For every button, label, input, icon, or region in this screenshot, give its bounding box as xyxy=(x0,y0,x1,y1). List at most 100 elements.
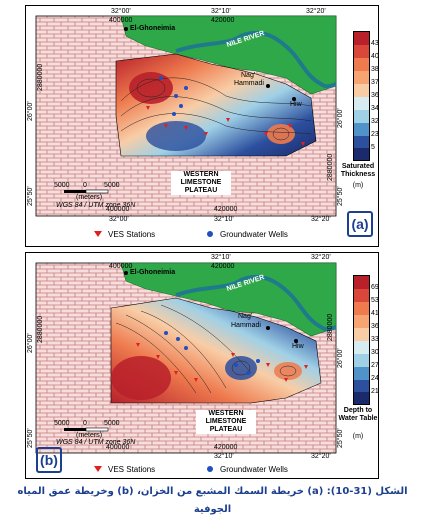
colorbar-a-label: 32 xyxy=(371,118,379,125)
colorbar-a-label: 34 xyxy=(371,105,379,112)
colorbar-b-label: 21 xyxy=(371,388,379,395)
map-panel-a: 32°00' 32°10' 32°20' 400000 420000 26°00… xyxy=(25,5,379,247)
saturated-thickness-map xyxy=(35,15,337,217)
cultivated-land xyxy=(120,262,337,337)
depth-to-water-map xyxy=(35,262,337,454)
projection-label: WGS 84 / UTM zone 36N xyxy=(56,439,136,446)
colorbar-a-label: 37 xyxy=(371,79,379,86)
bottom-utm-1: 400000 xyxy=(106,206,130,213)
left-lat-2: 25°50' xyxy=(27,186,34,206)
scale-bar xyxy=(64,189,109,194)
colorbar-a-label: 36 xyxy=(371,92,379,99)
top-tick-2: 32°10' xyxy=(211,8,231,15)
top-utm-2: 420000 xyxy=(211,17,235,24)
scale-unit: (meters) xyxy=(76,432,103,439)
plateau-line-1: WESTERN xyxy=(183,171,219,178)
town-marker-elghoneimia xyxy=(124,271,128,275)
colorbar-a-swatch xyxy=(354,123,369,136)
right-utm-1: 2880000 xyxy=(327,313,334,341)
scale-label-1: 5000 xyxy=(54,182,70,189)
colorbar-b-label: 30 xyxy=(371,349,379,356)
colorbar-a-swatch xyxy=(354,97,369,110)
left-lat-1: 26°00' xyxy=(27,101,34,121)
top-utm-1: 400000 xyxy=(109,263,133,270)
colorbar-b-label: 36 xyxy=(371,323,379,330)
colorbar-b-unit: (m) xyxy=(352,433,364,440)
groundwater-wells xyxy=(159,76,188,116)
bottom-tick-1: 32°00' xyxy=(109,216,129,223)
shallow-water-zone xyxy=(225,356,257,380)
plateau-line-2: LIMESTONE xyxy=(205,418,247,425)
colorbar-a-label: 5 xyxy=(371,144,375,151)
scale-label-2: 0 xyxy=(83,182,87,189)
bottom-tick-2: 32°20' xyxy=(311,453,331,460)
colorbar-b-swatch xyxy=(354,392,369,404)
place-naghammadi-2: Hammadi xyxy=(231,322,261,329)
right-lat-1: 26°00' xyxy=(337,108,344,128)
scale-label-1: 5000 xyxy=(54,420,70,427)
top-utm-2: 420000 xyxy=(211,263,235,270)
colorbar-a-label: 43 xyxy=(371,40,379,47)
colorbar-b xyxy=(353,275,370,405)
colorbar-a-title: Saturated Thickness xyxy=(340,163,376,178)
colorbar-a-swatch xyxy=(354,110,369,123)
top-tick-1: 32°10' xyxy=(211,254,231,261)
place-elghoneimia: El-Ghoneimia xyxy=(130,25,176,32)
place-hiw: Hiw xyxy=(290,101,302,108)
ves-legend-icon xyxy=(94,466,102,472)
colorbar-b-swatch xyxy=(354,341,369,354)
place-hiw: Hiw xyxy=(292,343,304,350)
place-elghoneimia: El-Ghoneimia xyxy=(130,269,176,276)
figure-caption-line-2: الجوفية xyxy=(193,504,232,515)
plateau-line-3: PLATEAU xyxy=(209,426,243,433)
colorbar-b-swatch xyxy=(354,354,369,367)
place-naghammadi-2: Hammadi xyxy=(234,80,264,87)
top-tick-2: 32°20' xyxy=(311,254,331,261)
projection-label: WGS 84 / UTM zone 36N xyxy=(56,202,136,209)
colorbar-b-swatch xyxy=(354,367,369,380)
colorbar-b-swatch xyxy=(354,289,369,302)
place-naghammadi-1: Nag' xyxy=(238,313,253,320)
ves-legend-icon xyxy=(94,231,102,237)
scale-unit: (meters) xyxy=(76,194,103,201)
town-marker-hiw xyxy=(292,97,296,101)
plateau-line-2: LIMESTONE xyxy=(180,179,222,186)
colorbar-a-label: 38 xyxy=(371,66,379,73)
panel-letter-a: (a) xyxy=(347,211,373,237)
high-thickness-zone-east xyxy=(267,124,295,144)
left-lat-2: 25°50' xyxy=(27,428,34,448)
legend-ves-label: VES Stations xyxy=(108,230,156,239)
ves-stations xyxy=(146,106,305,146)
town-marker-hiw xyxy=(294,339,298,343)
colorbar-b-label: 27 xyxy=(371,362,379,369)
bottom-utm-2: 420000 xyxy=(214,206,238,213)
nile-river xyxy=(175,274,337,332)
figure-caption-line-1: الشكل (31-10): (a) خريطة السمك المشبع من… xyxy=(17,486,408,497)
right-utm-1: 2880000 xyxy=(327,153,334,181)
bottom-tick-2: 32°10' xyxy=(214,216,234,223)
low-thickness-zone xyxy=(146,121,206,151)
colorbar-a-swatch xyxy=(354,45,369,58)
colorbar-b-label: 41 xyxy=(371,310,379,317)
plateau-label: WESTERN LIMESTONE PLATEAU xyxy=(196,410,256,434)
colorbar-b-swatch xyxy=(354,328,369,341)
colorbar-b-label: 33 xyxy=(371,336,379,343)
panel-letter-b: (b) xyxy=(36,447,62,473)
top-tick-1: 32°00' xyxy=(111,8,131,15)
plateau-line-3: PLATEAU xyxy=(184,187,218,194)
place-naghammadi-1: Nag' xyxy=(241,72,256,79)
left-utm-1: 2880000 xyxy=(37,315,44,343)
right-lat-2: 25°50' xyxy=(337,186,344,206)
contour-lines xyxy=(120,77,312,141)
town-marker-elghoneimia xyxy=(124,27,128,31)
town-marker-naghammadi xyxy=(266,84,270,88)
scale-label-2: 0 xyxy=(83,420,87,427)
legend-wells-label: Groundwater Wells xyxy=(220,465,288,474)
deep-water-zone xyxy=(111,356,171,400)
high-thickness-zone xyxy=(129,72,173,104)
colorbar-a-swatch xyxy=(354,148,369,160)
colorbar-b-label: 24 xyxy=(371,375,379,382)
colorbar-a-swatch xyxy=(354,136,369,148)
ves-stations xyxy=(136,343,308,382)
left-utm-1: 2880000 xyxy=(37,63,44,91)
